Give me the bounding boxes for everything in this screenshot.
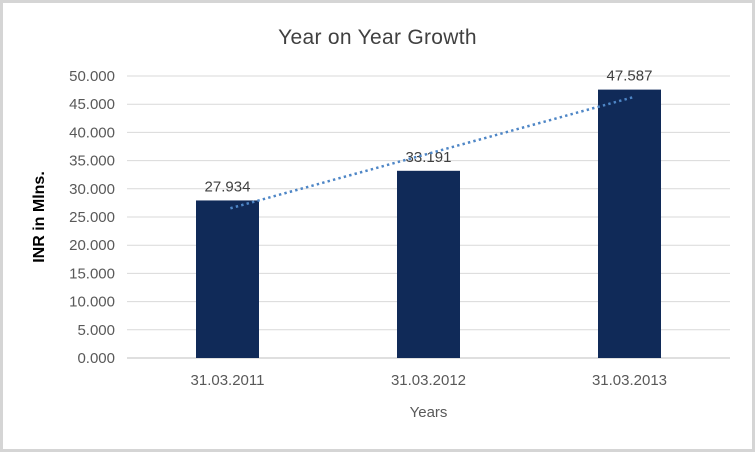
- y-tick-label: 5.000: [77, 322, 115, 339]
- bar-data-label: 47.587: [607, 68, 653, 85]
- y-tick-label: 50.000: [69, 68, 115, 85]
- y-tick-label: 40.000: [69, 124, 115, 141]
- bar: [598, 89, 661, 359]
- bar-data-label: 27.934: [205, 178, 251, 195]
- y-tick-label: 10.000: [69, 294, 115, 311]
- chart-canvas: 0.000 5.000 10.000 15.000 20.000 25.000 30.000…: [69, 68, 730, 389]
- y-tick-label: 15.000: [69, 265, 115, 282]
- y-tick-label: 30.000: [69, 181, 115, 198]
- bar-data-label: 33.191: [406, 149, 452, 166]
- x-tick-label: 31.03.2013: [592, 372, 667, 389]
- trendline: [230, 95, 634, 210]
- x-tick-label: 31.03.2012: [391, 372, 466, 389]
- x-axis-title: Years: [409, 404, 448, 421]
- chart-title: Year on Year Growth: [278, 26, 477, 49]
- y-tick-label: 20.000: [69, 237, 115, 254]
- y-tick-label: 45.000: [69, 96, 115, 113]
- y-tick-label: 0.000: [77, 350, 115, 367]
- y-tick-label: 35.000: [69, 153, 115, 170]
- bar: [397, 170, 460, 358]
- x-tick-label: 31.03.2011: [191, 372, 265, 389]
- y-tick-label: 25.000: [69, 209, 115, 226]
- bar: [196, 200, 259, 358]
